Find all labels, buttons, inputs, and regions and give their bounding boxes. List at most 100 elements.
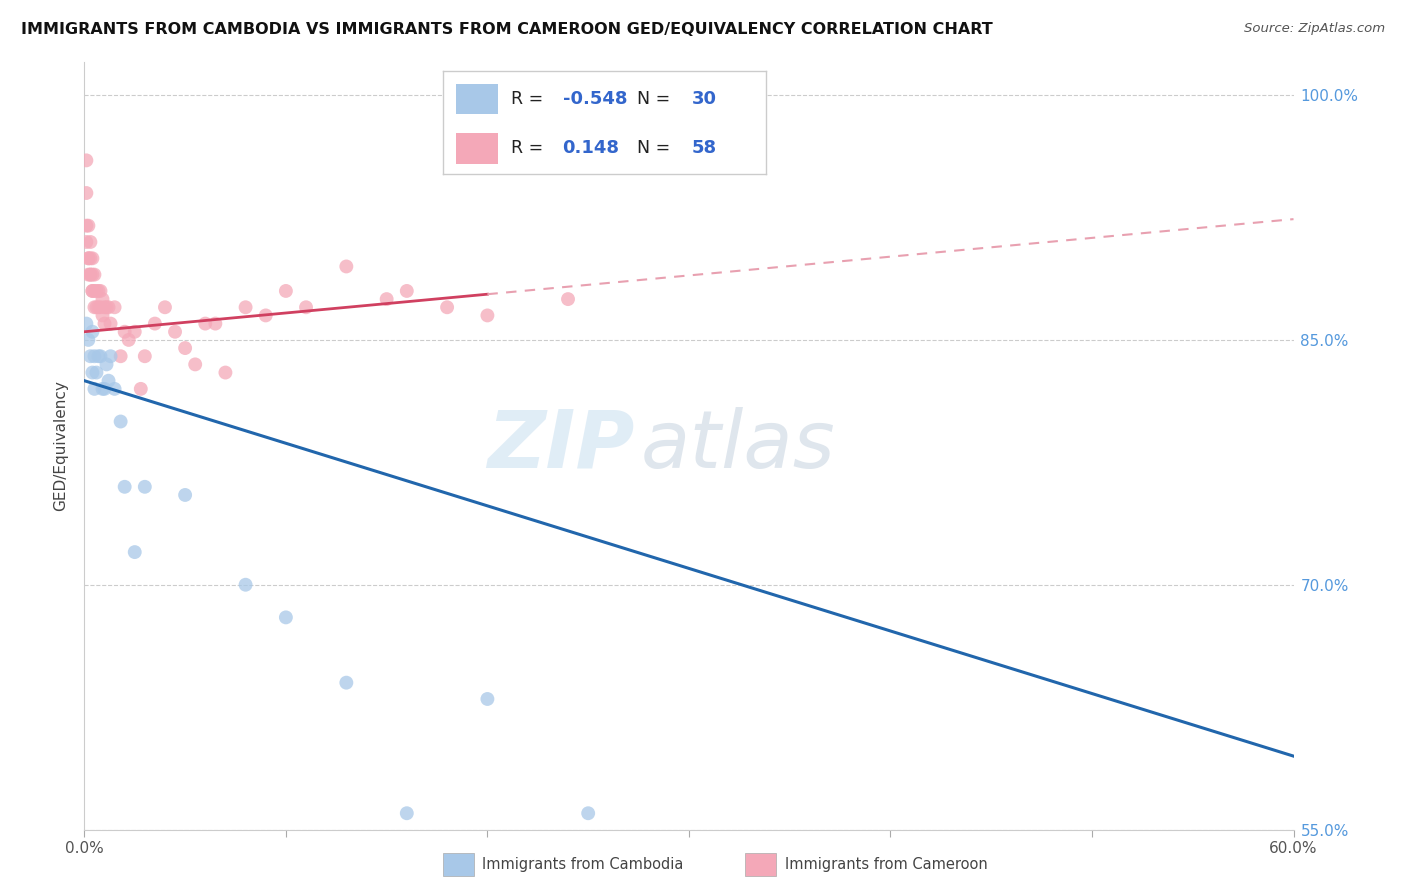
Point xyxy=(576,806,599,821)
Text: N =: N = xyxy=(637,139,676,157)
Point xyxy=(235,578,257,592)
Point xyxy=(77,252,100,266)
Point xyxy=(97,300,120,314)
Point xyxy=(100,349,122,363)
Point xyxy=(91,292,114,306)
Point xyxy=(477,692,499,706)
Point xyxy=(153,300,176,314)
Point xyxy=(204,317,226,331)
Text: 0.148: 0.148 xyxy=(562,139,620,157)
Point xyxy=(274,610,297,624)
Point xyxy=(375,292,398,306)
Point xyxy=(89,284,111,298)
Point xyxy=(557,292,579,306)
Point xyxy=(89,300,111,314)
Text: atlas: atlas xyxy=(641,407,835,485)
Point xyxy=(436,300,458,314)
Point xyxy=(87,349,110,363)
Point xyxy=(129,382,152,396)
Point xyxy=(118,333,141,347)
Point xyxy=(100,317,122,331)
Point xyxy=(184,358,207,372)
Point xyxy=(87,300,110,314)
Point xyxy=(254,309,277,323)
Point xyxy=(87,284,110,298)
Point xyxy=(93,300,115,314)
Point xyxy=(174,488,197,502)
Point xyxy=(89,349,111,363)
Point xyxy=(124,325,146,339)
Point xyxy=(86,284,108,298)
Text: IMMIGRANTS FROM CAMBODIA VS IMMIGRANTS FROM CAMEROON GED/EQUIVALENCY CORRELATION: IMMIGRANTS FROM CAMBODIA VS IMMIGRANTS F… xyxy=(21,22,993,37)
Text: ZIP: ZIP xyxy=(486,407,634,485)
Point xyxy=(79,252,101,266)
Point xyxy=(83,349,105,363)
Text: 58: 58 xyxy=(692,139,717,157)
Text: -0.548: -0.548 xyxy=(562,90,627,108)
Point xyxy=(134,349,156,363)
Text: N =: N = xyxy=(637,90,676,108)
Point xyxy=(235,300,257,314)
Point xyxy=(110,415,132,429)
Point xyxy=(79,235,101,249)
Point xyxy=(75,186,97,200)
Text: R =: R = xyxy=(510,90,548,108)
Y-axis label: GED/Equivalency: GED/Equivalency xyxy=(53,381,69,511)
Point xyxy=(82,325,104,339)
Point xyxy=(75,317,97,331)
Point xyxy=(83,300,105,314)
Point xyxy=(79,268,101,282)
Point xyxy=(477,309,499,323)
Point xyxy=(82,268,104,282)
Point xyxy=(335,675,357,690)
Point xyxy=(295,300,318,314)
Point xyxy=(194,317,217,331)
Point xyxy=(75,235,97,249)
Point xyxy=(104,300,127,314)
Point xyxy=(104,382,127,396)
Point xyxy=(114,480,136,494)
Point xyxy=(77,268,100,282)
Text: R =: R = xyxy=(510,139,554,157)
Point xyxy=(86,300,108,314)
Point xyxy=(91,309,114,323)
Point xyxy=(82,366,104,380)
Point xyxy=(174,341,197,355)
Text: Source: ZipAtlas.com: Source: ZipAtlas.com xyxy=(1244,22,1385,36)
Point xyxy=(96,358,118,372)
Point xyxy=(335,260,357,274)
Text: Immigrants from Cameroon: Immigrants from Cameroon xyxy=(785,857,987,871)
Point xyxy=(97,374,120,388)
Point xyxy=(134,480,156,494)
Text: 30: 30 xyxy=(692,90,717,108)
Point xyxy=(77,333,100,347)
Point xyxy=(83,284,105,298)
Point xyxy=(93,317,115,331)
Point xyxy=(516,153,538,168)
Point xyxy=(82,284,104,298)
Point xyxy=(83,382,105,396)
Point xyxy=(82,284,104,298)
Point xyxy=(143,317,166,331)
FancyBboxPatch shape xyxy=(456,133,498,163)
Point xyxy=(93,382,115,396)
Point xyxy=(79,268,101,282)
Point xyxy=(124,545,146,559)
FancyBboxPatch shape xyxy=(456,84,498,114)
Point xyxy=(96,300,118,314)
Point xyxy=(395,806,418,821)
Point xyxy=(86,366,108,380)
Point xyxy=(214,366,236,380)
Point xyxy=(395,284,418,298)
Point xyxy=(165,325,187,339)
Point xyxy=(75,219,97,233)
Point xyxy=(77,219,100,233)
Point xyxy=(77,252,100,266)
Point xyxy=(75,153,97,168)
Point xyxy=(82,252,104,266)
Point xyxy=(114,325,136,339)
Point xyxy=(91,382,114,396)
Point xyxy=(274,284,297,298)
Point xyxy=(79,349,101,363)
Point xyxy=(83,268,105,282)
